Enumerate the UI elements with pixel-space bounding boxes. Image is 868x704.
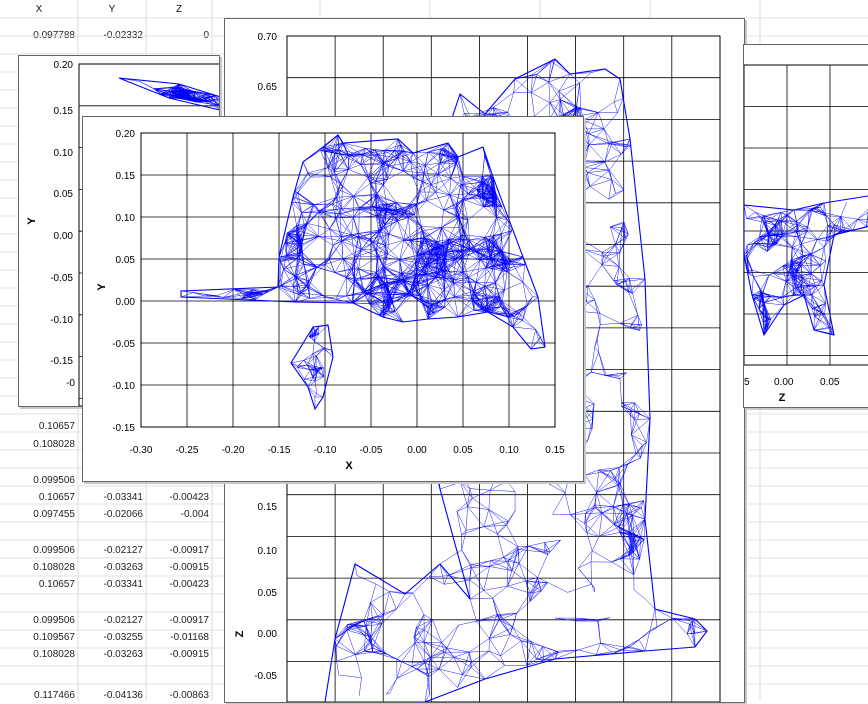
axis-label-y: Y [26,217,38,225]
side-wing-outline [118,77,219,111]
tick-x: -0.20 [222,445,245,456]
tick-y-0.05: 0.05 [116,255,136,266]
tick-y-0.00: 0.00 [54,231,74,242]
tick-x: -0.25 [176,445,199,456]
cell[interactable]: 0.097455 [33,509,75,520]
tick-y-neg0.15: -0.15 [50,356,73,367]
tick-z-0.10: 0.10 [258,546,278,557]
tick-x: -0.10 [314,445,337,456]
tick-x: 0.10 [499,445,519,456]
cell[interactable]: 0.10657 [38,492,75,503]
tick-y-0.05: 0.05 [54,189,74,200]
chart-x-vs-y-plot: 0.20 0.15 0.10 0.05 0.00 -0.05 -0.10 -0.… [96,129,565,472]
cell[interactable]: -0.00917 [169,615,209,626]
tick-y-0.15: 0.15 [54,106,74,117]
tick-x: -0.05 [360,445,383,456]
cell[interactable]: -0.00915 [169,649,209,660]
top-view-bird-outline [324,58,708,702]
cell[interactable]: -0.03263 [103,649,143,660]
tick-x: -0.30 [130,445,153,456]
cell[interactable]: -0.00423 [169,579,209,590]
cell[interactable]: -0.04136 [103,690,143,701]
tick-y-neg0.05: -0.05 [50,273,73,284]
axis-label-x: X [345,460,353,472]
cell[interactable]: 0.108028 [33,439,75,450]
tick-z-0.65: 0.65 [258,82,278,93]
cell[interactable]: 0.099506 [33,615,75,626]
tick-y-0.20: 0.20 [54,60,74,71]
cell[interactable]: -0.02127 [103,615,143,626]
tick-z-0.05: 0.05 [258,588,278,599]
tick-y-neg0.05: -0.05 [112,339,135,350]
axis-label-y: Y [96,283,108,291]
tick-x: -0.15 [268,445,291,456]
cell[interactable]: 0.099506 [33,475,75,486]
tick-x-0.05: 0.05 [820,377,840,388]
chart-front-view[interactable]: 5 0.00 0.05 Z [743,44,868,408]
side-view-talon-mesh [290,324,334,410]
tick-y-0.20: 0.20 [116,129,136,140]
cell[interactable]: -0.03341 [103,579,143,590]
column-header-x[interactable]: X [35,3,43,15]
cell[interactable]: 0.099506 [33,545,75,556]
cell[interactable]: -0.00863 [169,690,209,701]
tick-y-0.15: 0.15 [116,171,136,182]
tick-y-neg0.15: -0.15 [112,423,135,434]
cell[interactable]: -0.00915 [169,562,209,573]
cell[interactable]: -0.02066 [103,509,143,520]
tick-y-0.10: 0.10 [116,213,136,224]
cell[interactable]: 0.10657 [38,579,75,590]
tick-x-truncated: -0 [66,378,75,389]
tick-z-0.70: 0.70 [258,32,278,43]
cell[interactable]: -0.03263 [103,562,143,573]
column-header-z[interactable]: Z [175,3,183,15]
cell[interactable]: -0.03341 [103,492,143,503]
front-view-bird-mesh [744,202,868,336]
cell[interactable]: 0.117466 [34,690,75,701]
cell[interactable]: -0.00423 [169,492,209,503]
tick-z-neg0.05: -0.05 [254,671,277,682]
tick-x-0.00: 0.00 [774,377,794,388]
cell[interactable]: -0.03255 [103,632,143,643]
tick-x: 0.05 [453,445,473,456]
side-wing-mesh [118,77,219,109]
tick-x: 0.15 [545,445,565,456]
chart-front-view-plot: 5 0.00 0.05 Z [744,64,868,404]
column-header-y[interactable]: Y [108,3,116,15]
tick-x: 0.00 [407,445,427,456]
tick-y-0.10: 0.10 [54,148,74,159]
cell[interactable]: -0.02127 [103,545,143,556]
cell[interactable]: 0.108028 [33,562,75,573]
side-view-bird-mesh [180,134,546,350]
tick-z-0.15: 0.15 [258,502,278,513]
side-view-talon-outline [290,324,334,411]
tick-y-neg0.10: -0.10 [112,381,135,392]
cell[interactable]: 0.10657 [38,421,75,432]
tick-y-neg0.10: -0.10 [50,315,73,326]
cell[interactable]: 0.109567 [33,632,75,643]
chart-x-vs-y[interactable]: 0.20 0.15 0.10 0.05 0.00 -0.05 -0.10 -0.… [82,116,584,482]
tick-x-5: 5 [744,377,750,388]
cell[interactable]: 0.108028 [33,649,75,660]
cell[interactable]: -0.00917 [169,545,209,556]
axis-label-z-bottom: Z [779,392,786,404]
tick-y-0.00: 0.00 [116,297,136,308]
cell[interactable]: -0.004 [180,509,209,520]
tick-z-0.00: 0.00 [258,629,278,640]
axis-label-z: Z [234,630,246,637]
cell[interactable]: -0.01168 [170,632,209,643]
